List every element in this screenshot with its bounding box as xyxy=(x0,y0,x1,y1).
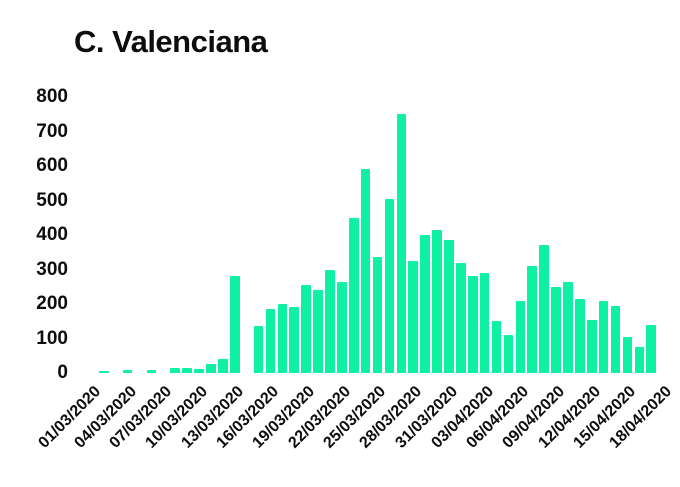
bar xyxy=(182,367,192,373)
bar xyxy=(396,114,407,373)
chart-title: C. Valenciana xyxy=(74,24,268,59)
bar xyxy=(384,198,395,373)
bar xyxy=(420,235,430,373)
bar xyxy=(229,276,240,373)
bar xyxy=(527,266,538,373)
bar xyxy=(372,257,383,373)
bar xyxy=(325,269,335,373)
y-tick-label: 500 xyxy=(36,189,68,211)
bar xyxy=(265,309,276,373)
bar xyxy=(432,229,442,373)
y-tick-label: 600 xyxy=(36,155,68,176)
bar xyxy=(539,245,549,373)
y-tick-label: 400 xyxy=(36,224,68,245)
bar xyxy=(503,335,514,373)
bar xyxy=(598,300,609,373)
bar xyxy=(444,240,454,373)
bar xyxy=(622,336,633,373)
bar xyxy=(408,260,419,373)
bar xyxy=(586,319,597,373)
bar xyxy=(456,262,466,373)
bar xyxy=(206,364,216,373)
bar xyxy=(634,347,645,373)
bar xyxy=(301,285,311,373)
bar xyxy=(122,369,133,373)
bar xyxy=(194,368,204,373)
bar xyxy=(218,359,228,373)
bar xyxy=(610,305,621,373)
y-tick-label: 100 xyxy=(36,327,68,349)
bar xyxy=(515,300,526,373)
bar xyxy=(491,321,502,373)
y-tick-label: 0 xyxy=(57,362,68,383)
y-tick-label: 300 xyxy=(36,258,68,280)
bar xyxy=(575,298,585,373)
bar xyxy=(551,286,561,373)
y-tick-label: 700 xyxy=(36,120,68,142)
y-tick-label: 800 xyxy=(36,86,68,107)
bar xyxy=(170,367,181,373)
bar xyxy=(479,272,490,373)
bar xyxy=(253,326,264,373)
bar xyxy=(646,324,657,373)
bar xyxy=(289,307,300,373)
y-tick-label: 200 xyxy=(36,293,68,314)
bar xyxy=(360,169,371,373)
bar xyxy=(146,370,157,373)
bar xyxy=(99,371,109,373)
bar xyxy=(467,276,478,373)
bar xyxy=(563,281,573,373)
bar xyxy=(348,217,359,373)
bar xyxy=(277,304,288,373)
bar xyxy=(313,290,323,373)
bar xyxy=(337,281,347,373)
